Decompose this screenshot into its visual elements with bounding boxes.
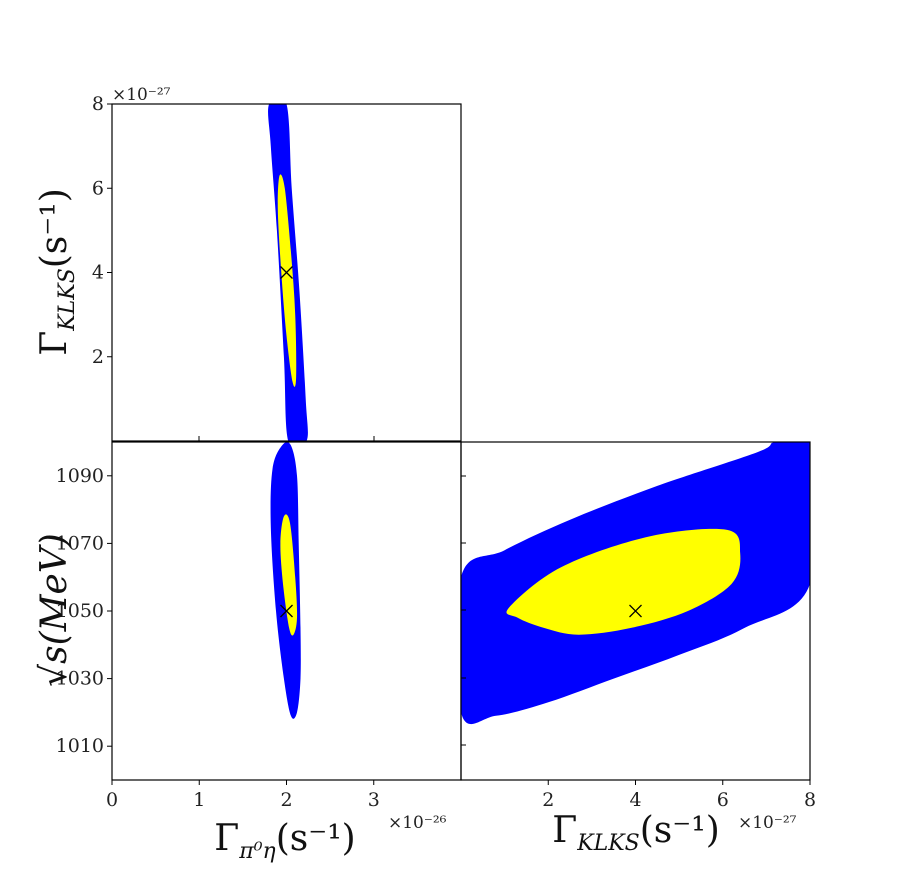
contour-group (270, 442, 301, 719)
ylabel-top-gamma: Γ (34, 331, 75, 356)
x-tick-label: 3 (368, 789, 380, 811)
ylabel-bottom-text: √s(MeV) (34, 533, 75, 687)
ylabel-bottom: √s(MeV) (34, 533, 75, 687)
xlabel-right-gamma: Γ (552, 810, 577, 851)
multiplier-bottom-left-x: ×10⁻²⁶ (388, 813, 447, 833)
contour-inner (506, 528, 741, 635)
x-tick-label: 0 (106, 789, 118, 811)
xlabel-bottom-left: Γπ⁰η(s⁻¹) (214, 818, 355, 864)
x-tick-label: 4 (629, 789, 641, 811)
ylabel-top-subscript: KLKS (55, 268, 80, 332)
xlabel-right-subscript: KLKS (576, 831, 640, 856)
x-tick-label: 2 (542, 789, 554, 811)
contour-inner (277, 174, 297, 387)
y-tick-label: 4 (92, 262, 104, 284)
contour-inner (280, 514, 298, 636)
ylabel-top-units: (s⁻¹) (34, 188, 75, 268)
panel-bottom-left: 1010 1030 1050 1070 1090 0 1 2 3 (56, 441, 462, 811)
y-tick-label: 1070 (56, 532, 104, 554)
contour-group (268, 104, 308, 441)
panel-top-left: 2 4 6 8 (92, 93, 462, 442)
multiplier-top-y: ×10⁻²⁷ (112, 85, 171, 105)
y-tick-label: 6 (92, 177, 104, 199)
panel-bottom-right: 2 4 6 8 (460, 441, 816, 811)
y-tick-label: 8 (92, 93, 104, 115)
best-fit-marker (280, 604, 293, 618)
xlabel-bottom-right: ΓKLKS(s⁻¹) (552, 810, 720, 856)
xlabel-left-gamma: Γ (214, 818, 239, 859)
x-tick-label: 1 (193, 789, 205, 811)
xlabel-left-units: (s⁻¹) (276, 818, 356, 859)
x-tick-label: 6 (717, 789, 729, 811)
y-tick-label: 1010 (56, 735, 104, 757)
xlabel-left-subscript: π⁰η (238, 839, 275, 864)
xlabel-right-units: (s⁻¹) (640, 810, 720, 851)
multiplier-bottom-right-x: ×10⁻²⁷ (738, 813, 797, 833)
y-tick-label: 1050 (56, 600, 104, 622)
contour-group (461, 442, 810, 725)
y-tick-label: 1030 (56, 668, 104, 690)
ylabel-top: ΓKLKS(s⁻¹) (34, 188, 80, 356)
best-fit-marker (280, 266, 293, 279)
y-tick-label: 1090 (56, 465, 104, 487)
svg-text:ΓKLKS(s⁻¹): ΓKLKS(s⁻¹) (34, 188, 80, 356)
y-tick-label: 2 (92, 346, 104, 368)
x-tick-label: 8 (804, 789, 816, 811)
best-fit-marker (629, 604, 642, 618)
x-tick-label: 2 (280, 789, 292, 811)
